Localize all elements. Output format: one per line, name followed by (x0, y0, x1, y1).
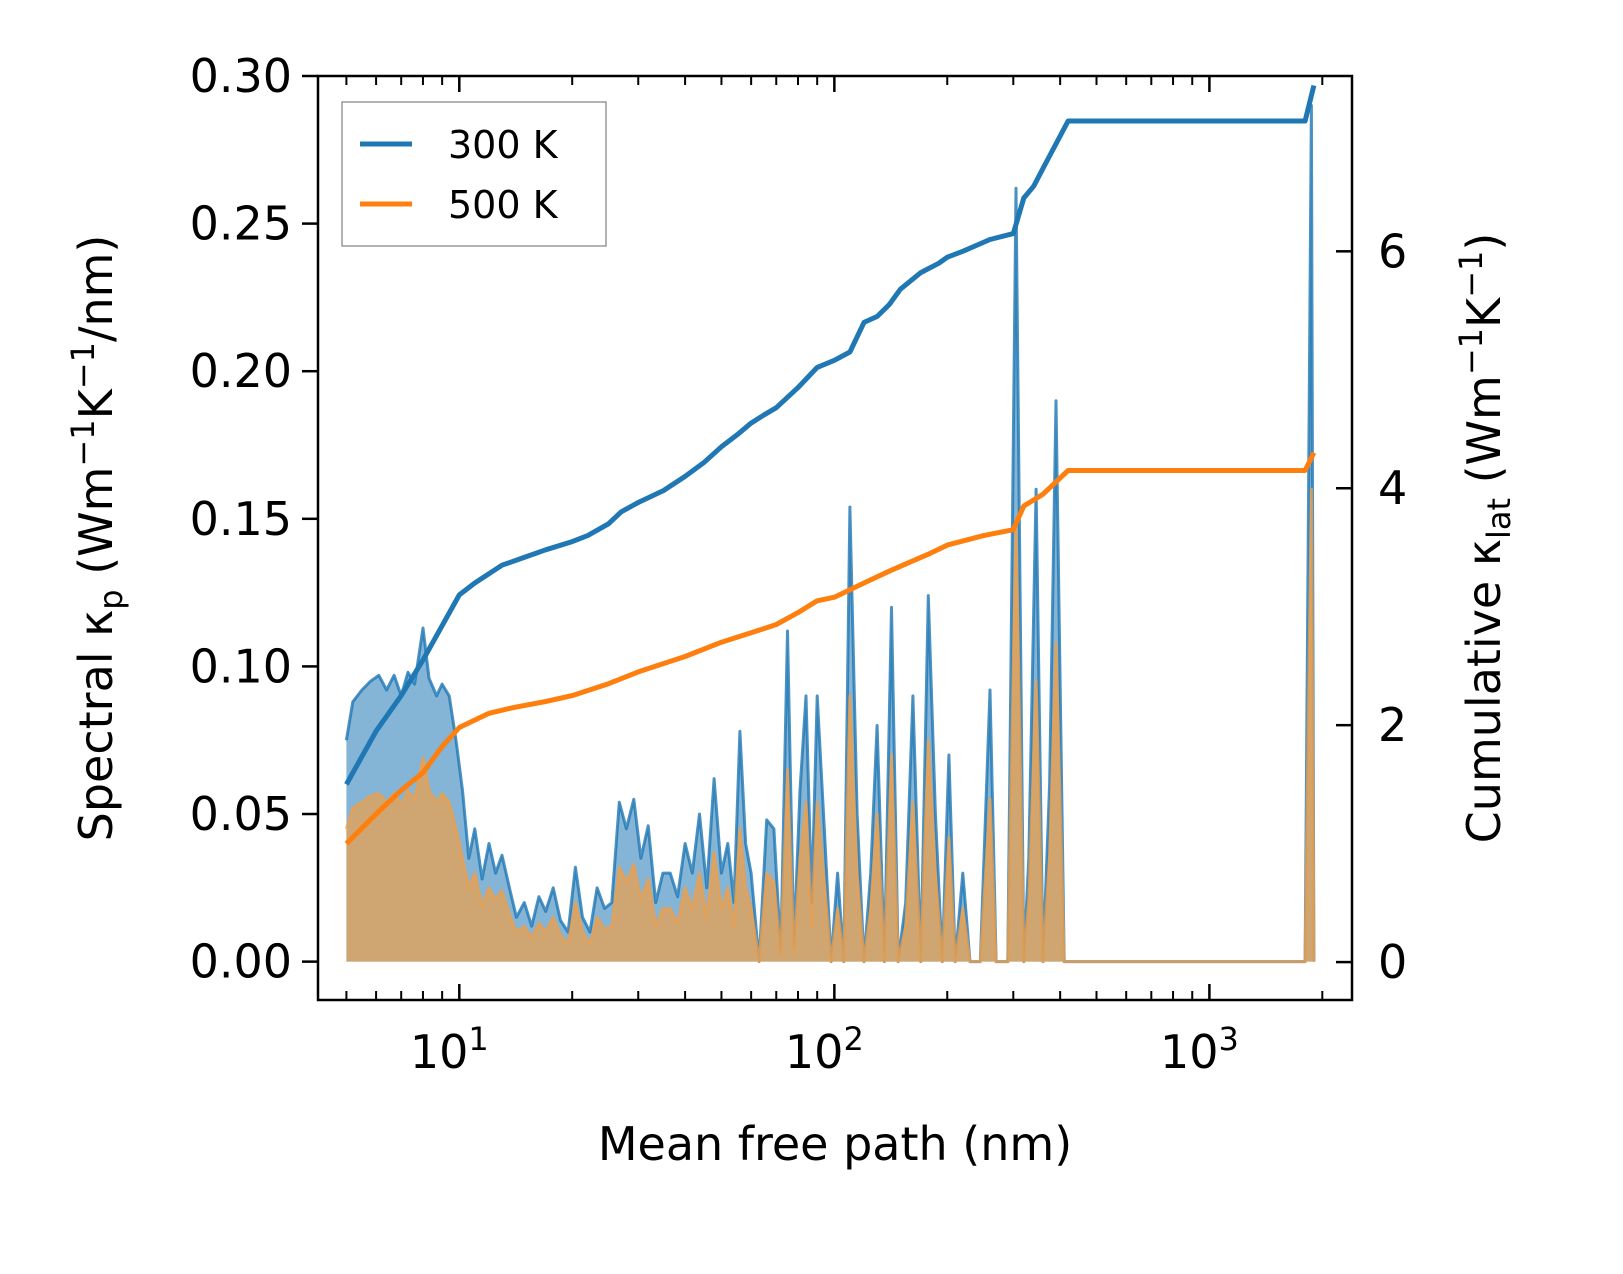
spectral-line-500-k-spectral (344, 487, 1316, 964)
left-tick-label: 0.20 (190, 344, 292, 398)
cumulative-line-500-k (344, 451, 1317, 846)
legend-label-300k: 300 K (448, 123, 559, 167)
legend-box (341, 101, 607, 247)
spectral-fills (344, 104, 1316, 964)
x-tick-base: 10 (1160, 1025, 1219, 1079)
x-tick-exponent: 2 (843, 1020, 863, 1058)
x-tick-label: 101 (410, 1020, 489, 1079)
left-tick-label: 0.00 (190, 935, 292, 989)
cumulative-line-300-k (344, 84, 1317, 786)
left-tick-label: 0.25 (190, 197, 292, 251)
legend-label-500k: 500 K (448, 183, 559, 227)
spectral-fill-500-k-spectral (346, 489, 1314, 962)
cumulative-lines (344, 84, 1317, 846)
x-tick-exponent: 1 (468, 1020, 488, 1058)
right-y-axis-title: Cumulative κlat (Wm−1K−1) (1452, 233, 1518, 844)
right-tick-label: 6 (1378, 224, 1407, 278)
legend: 300 K 500 K (341, 101, 607, 247)
left-y-axis-title: Spectral κp (Wm−1K−1/nm) (64, 235, 130, 842)
right-tick-label: 4 (1378, 461, 1407, 515)
x-tick-label: 103 (1160, 1020, 1239, 1079)
x-tick-base: 10 (785, 1025, 844, 1079)
x-tick-exponent: 3 (1218, 1020, 1238, 1058)
plot-area (344, 84, 1317, 964)
right-tick-label: 2 (1378, 698, 1407, 752)
left-tick-label: 0.05 (190, 787, 292, 841)
x-axis-title: Mean free path (nm) (598, 1117, 1072, 1171)
x-tick-base: 10 (410, 1025, 469, 1079)
left-tick-label: 0.15 (190, 492, 292, 546)
right-tick-label: 0 (1378, 935, 1407, 989)
left-tick-label: 0.30 (190, 49, 292, 103)
x-tick-label: 102 (785, 1020, 864, 1079)
left-tick-label: 0.10 (190, 639, 292, 693)
